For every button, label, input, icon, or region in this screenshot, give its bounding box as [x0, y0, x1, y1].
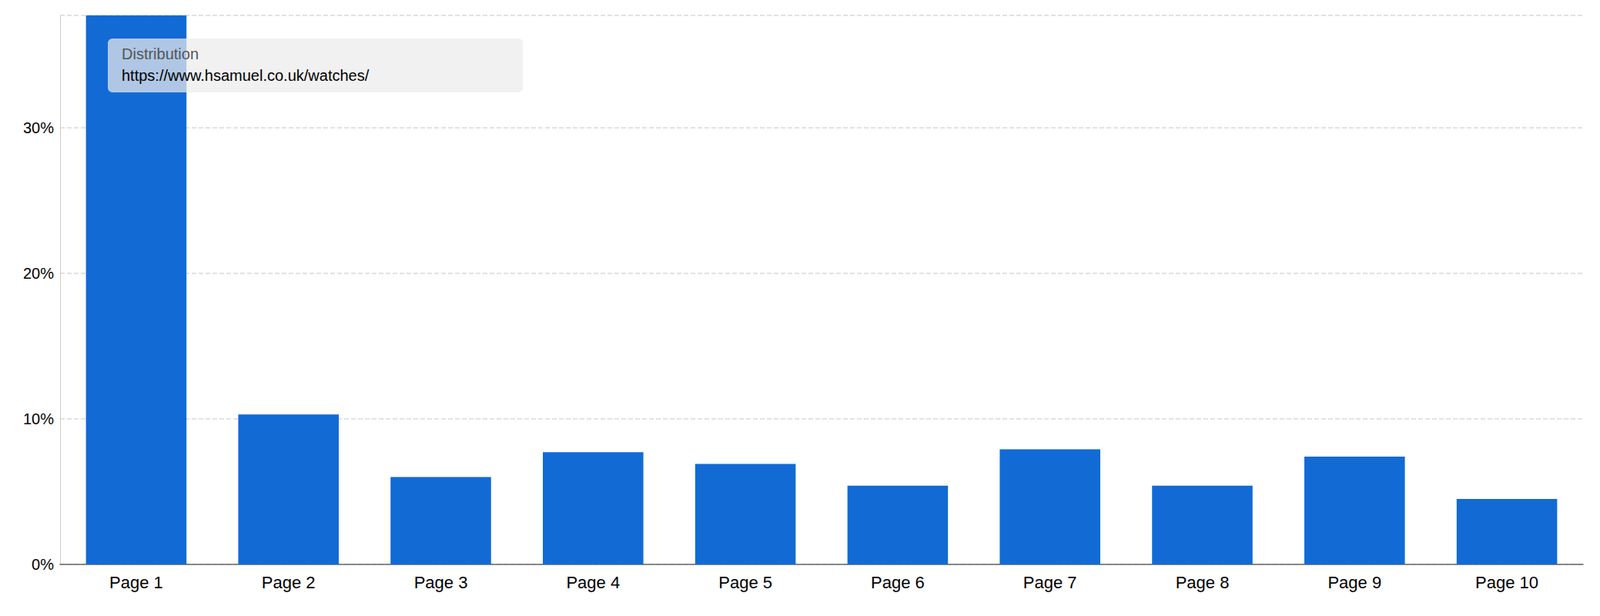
svg-text:Page 7: Page 7	[1023, 572, 1078, 593]
svg-text:0%: 0%	[31, 555, 54, 573]
svg-text:Page 10: Page 10	[1475, 572, 1539, 593]
svg-text:Page 4: Page 4	[565, 572, 620, 593]
svg-text:20%: 20%	[23, 264, 54, 282]
svg-text:Page 8: Page 8	[1175, 572, 1230, 593]
svg-text:Page 9: Page 9	[1327, 572, 1382, 593]
svg-text:10%: 10%	[23, 410, 54, 428]
svg-text:Page 2: Page 2	[261, 572, 316, 593]
svg-text:Page 5: Page 5	[718, 572, 773, 593]
svg-text:Page 3: Page 3	[414, 572, 469, 593]
svg-text:https://www.hsamuel.co.uk/watc: https://www.hsamuel.co.uk/watches/	[121, 66, 370, 84]
svg-text:30%: 30%	[23, 119, 54, 137]
svg-text:Page 6: Page 6	[870, 572, 925, 593]
svg-text:Distribution: Distribution	[121, 45, 199, 63]
svg-text:Page 1: Page 1	[109, 572, 164, 593]
